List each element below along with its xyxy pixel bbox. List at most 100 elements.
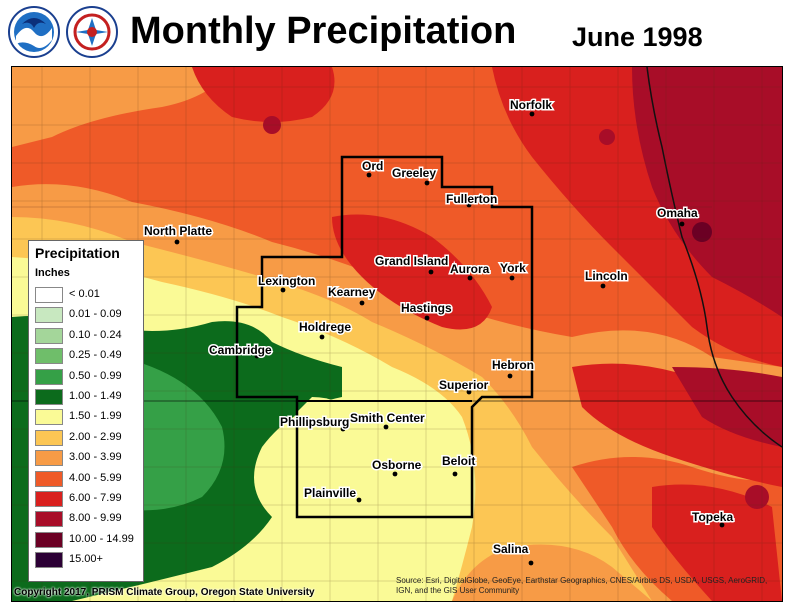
legend-swatch — [35, 470, 63, 487]
cwa-boundary — [235, 155, 534, 519]
legend-label: 2.00 - 2.99 — [69, 430, 122, 443]
legend-label: 0.50 - 0.99 — [69, 369, 122, 382]
zone-6-8 — [652, 484, 782, 601]
city-marker — [428, 269, 434, 275]
city-label: Greeley — [392, 166, 436, 180]
city-label: Lincoln — [585, 269, 628, 283]
city-marker — [509, 275, 515, 281]
legend-swatch — [35, 348, 63, 365]
legend-swatch — [35, 531, 63, 548]
city-marker — [383, 424, 389, 430]
state-border — [646, 67, 782, 448]
legend-label: 15.00+ — [69, 553, 103, 566]
legend-label: 0.25 - 0.49 — [69, 349, 122, 362]
city-marker — [280, 287, 286, 293]
legend-label: 3.00 - 3.99 — [69, 451, 122, 464]
city-label: Osborne — [372, 458, 422, 472]
legend-swatch — [35, 409, 63, 426]
source-line: IGN, and the GIS User Community — [396, 586, 520, 595]
zone-8-10 — [672, 367, 782, 447]
noaa-logo-icon — [8, 6, 60, 58]
zone-8-10 — [599, 129, 615, 145]
zone-6-8 — [332, 214, 492, 330]
legend: Precipitation Inches < 0.01 0.01 - 0.09 0.… — [28, 240, 144, 582]
legend-swatch — [35, 429, 63, 446]
nws-logo-icon — [66, 6, 118, 58]
city-label: Norfolk — [510, 98, 552, 112]
city-marker — [254, 353, 260, 359]
zone-8-10 — [632, 67, 782, 317]
legend-label: 4.00 - 5.99 — [69, 471, 122, 484]
city-marker — [356, 497, 362, 503]
city-marker — [467, 275, 473, 281]
zone-6-8 — [192, 67, 335, 122]
legend-label: 1.00 - 1.49 — [69, 390, 122, 402]
zone-1.5-2 — [296, 397, 352, 437]
zone-10-15 — [692, 222, 712, 242]
page-title: Monthly Precipitation — [130, 10, 517, 52]
date-label: June 1998 — [572, 22, 703, 52]
legend-swatch — [35, 450, 63, 467]
city-label: Beloit — [442, 454, 475, 468]
header: Monthly Precipitation June 1998 — [0, 0, 792, 66]
city-marker — [174, 239, 180, 245]
source-line: Source: Esri, DigitalGlobe, GeoEye, Eart… — [396, 576, 768, 585]
legend-label: 6.00 - 7.99 — [69, 492, 122, 504]
city-marker — [528, 560, 534, 566]
city-marker — [392, 471, 398, 477]
city-marker — [529, 111, 535, 117]
city-label: Salina — [493, 542, 529, 556]
copyright-text: Copyright 2017, PRISM Climate Group, Ore… — [14, 587, 315, 598]
city-labels: Norfolk Ord Greeley Fullerton Omaha North Pla… — [143, 97, 735, 566]
legend-swatch — [35, 389, 63, 405]
city-marker — [452, 471, 458, 477]
city-label: Smith Center — [350, 411, 425, 425]
zone-8-10 — [263, 116, 281, 134]
city-label: Fullerton — [446, 192, 497, 206]
zone-8-10 — [745, 485, 769, 509]
city-marker — [359, 300, 365, 306]
legend-label: 1.50 - 1.99 — [69, 410, 122, 423]
city-label: Hebron — [492, 358, 534, 372]
city-marker — [424, 315, 430, 321]
legend-swatch — [35, 327, 63, 344]
city-label: Topeka — [692, 510, 733, 524]
city-label: Grand Island — [375, 254, 448, 268]
legend-swatch — [35, 552, 63, 569]
legend-swatch — [35, 491, 63, 507]
city-label: Plainville — [304, 486, 356, 500]
city-marker — [366, 172, 372, 178]
legend-swatch — [35, 307, 63, 324]
city-marker — [424, 180, 430, 186]
city-label: North Platte — [144, 224, 212, 238]
legend-units: Inches — [35, 267, 70, 279]
city-marker — [679, 221, 685, 227]
city-marker — [466, 202, 472, 208]
legend-label: 10.00 - 14.99 — [69, 532, 134, 545]
legend-swatch — [35, 368, 63, 385]
city-marker — [719, 522, 725, 528]
zone-3-4 — [12, 67, 232, 147]
city-label: York — [500, 261, 526, 275]
city-marker — [340, 426, 346, 432]
city-label: Lexington — [258, 274, 315, 288]
city-marker — [319, 334, 325, 340]
legend-title: Precipitation — [35, 245, 120, 261]
city-marker — [466, 389, 472, 395]
legend-label: < 0.01 — [69, 288, 100, 300]
legend-label: 0.01 - 0.09 — [69, 308, 122, 321]
legend-label: 0.10 - 0.24 — [69, 328, 122, 341]
city-label: Aurora — [450, 262, 490, 276]
city-label: Superior — [439, 378, 489, 392]
city-label: Kearney — [328, 285, 376, 299]
city-label: Holdrege — [299, 320, 351, 334]
city-label: Ord — [362, 159, 383, 173]
legend-swatch — [35, 511, 63, 528]
city-label: Phillipsburg — [280, 415, 349, 429]
city-marker — [507, 373, 513, 379]
source-attribution: Source: Esri, DigitalGlobe, GeoEye, Eart… — [396, 576, 776, 596]
city-label: Cambridge — [209, 343, 272, 357]
city-marker — [600, 283, 606, 289]
city-label: Omaha — [657, 206, 698, 220]
city-label: Hastings — [401, 301, 452, 315]
